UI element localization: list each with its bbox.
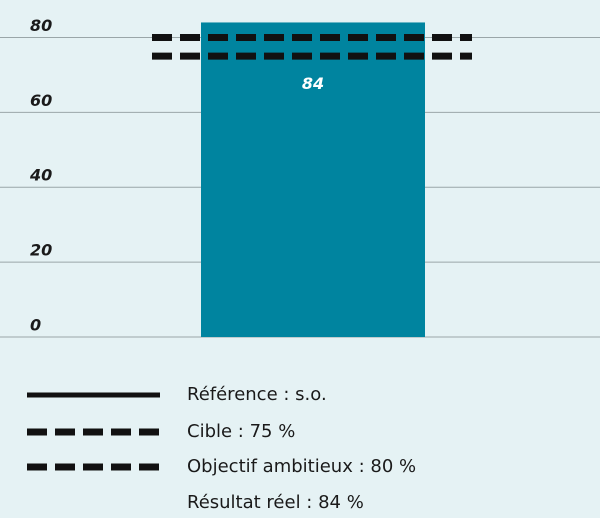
value-label: 84 <box>302 74 324 93</box>
legend-label: Objectif ambitieux : 80 % <box>187 456 416 477</box>
y-tick-label: 40 <box>29 166 52 185</box>
y-tick-label: 80 <box>30 16 52 35</box>
y-tick-label: 20 <box>30 241 52 260</box>
y-tick-label: 0 <box>30 316 41 335</box>
bar <box>201 22 425 337</box>
legend-label: Cible : 75 % <box>187 421 295 442</box>
legend-label: Référence : s.o. <box>187 384 327 405</box>
y-tick-label: 60 <box>30 91 52 110</box>
legend-label: Résultat réel : 84 % <box>187 492 364 513</box>
